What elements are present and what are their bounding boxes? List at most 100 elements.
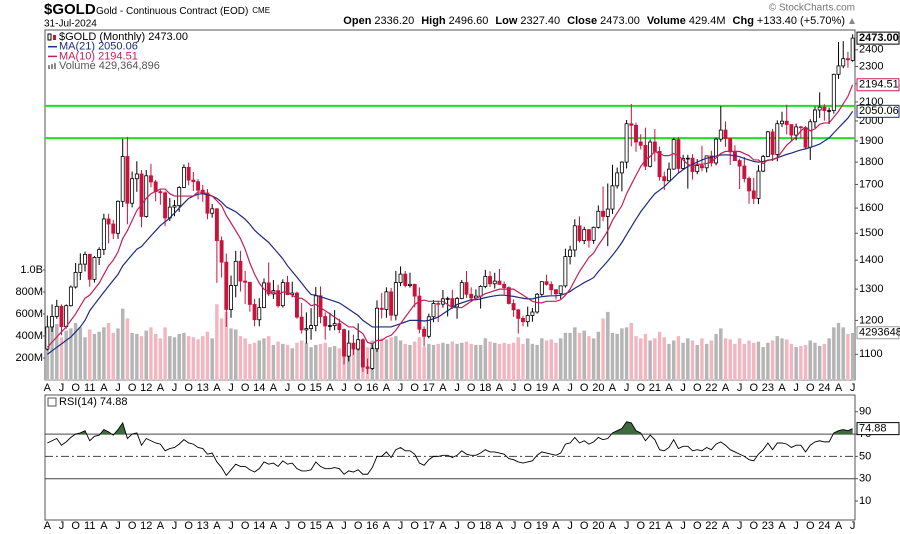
- legend-label: Volume: [59, 60, 96, 72]
- x-tick-label: O: [467, 520, 476, 532]
- volume-bar: [172, 336, 177, 381]
- candle-body: [619, 161, 624, 174]
- volume-bar: [290, 347, 295, 381]
- candle-body: [101, 218, 106, 250]
- volume-bar: [238, 335, 243, 381]
- volume-layer: 200M 400M 600M 800M 1.0B: [15, 264, 855, 381]
- volume-bar: [605, 311, 610, 381]
- y-tick-label: 30: [859, 473, 871, 485]
- volume-bar: [97, 331, 102, 381]
- legend-candle-icon: [47, 33, 52, 41]
- y-tick-label: 1400: [859, 254, 883, 266]
- x-tick-label: J: [624, 520, 630, 532]
- candle-body: [492, 280, 497, 285]
- volume-bar: [751, 342, 756, 381]
- candle-body: [525, 315, 530, 323]
- volume-bar: [115, 328, 121, 381]
- volume-bar: [153, 333, 158, 381]
- x-tick-label: A: [778, 382, 786, 394]
- ma-box-label: 2194.51: [859, 79, 899, 91]
- candle-body: [629, 123, 634, 126]
- volume-bar: [299, 340, 304, 381]
- quote-label: Close: [567, 15, 597, 27]
- candle-body: [601, 210, 606, 217]
- candle-body: [130, 178, 135, 204]
- candle-body: [158, 191, 163, 194]
- volume-bar: [582, 330, 587, 381]
- y-tick-label: 50: [859, 450, 871, 462]
- volume-bar: [572, 327, 577, 381]
- x-tick-label: 12: [140, 382, 152, 394]
- rsi-box-label-box: [856, 422, 900, 436]
- candle-body: [459, 282, 464, 299]
- candle-body: [139, 173, 144, 217]
- x-tick-label: J: [285, 382, 291, 394]
- candle-body: [111, 223, 116, 234]
- volume-bar: [784, 339, 789, 381]
- x-tick-label: O: [523, 382, 532, 394]
- candle-body: [219, 240, 224, 263]
- candle-body: [521, 318, 525, 323]
- x-tick-label: O: [128, 520, 137, 532]
- candle-body: [337, 323, 342, 330]
- volume-bar: [196, 339, 201, 381]
- volume-bar: [337, 347, 342, 381]
- legend-value: 2194.51: [98, 50, 138, 62]
- candle-body: [469, 293, 474, 299]
- candle-body: [516, 309, 521, 319]
- volume-bar: [125, 318, 130, 381]
- x-tick-label: J: [511, 382, 517, 394]
- x-tick-label: O: [410, 382, 419, 394]
- volume-bar: [549, 339, 554, 381]
- symbol: $GOLD: [44, 1, 96, 18]
- candle-body: [831, 73, 836, 111]
- candle-body: [243, 280, 248, 283]
- volume-box-label: 429364896: [859, 327, 900, 339]
- candle-body: [445, 298, 450, 300]
- candle-body: [765, 131, 770, 157]
- candle-body: [704, 155, 709, 169]
- quote-value: 2336.20: [374, 15, 414, 27]
- legend-candle-icon: [53, 35, 56, 40]
- candle-body: [186, 166, 191, 181]
- candle-body: [610, 185, 615, 210]
- volume-bar: [742, 343, 747, 381]
- candle-body: [685, 157, 690, 160]
- volume-bar: [643, 333, 648, 381]
- quote-label: Volume: [647, 15, 686, 27]
- x-tick-label: 22: [705, 382, 717, 394]
- volume-bar: [181, 332, 186, 381]
- volume-bar: [681, 342, 686, 381]
- candle-body: [850, 37, 855, 61]
- candle-body: [262, 282, 266, 308]
- volume-bar: [379, 338, 384, 381]
- candle-body: [808, 121, 813, 148]
- candle-body: [224, 261, 229, 310]
- x-tick-label: J: [115, 520, 121, 532]
- candle-body: [714, 138, 719, 164]
- candle-body: [342, 329, 346, 357]
- candle-body: [389, 291, 394, 316]
- x-tick-label: A: [439, 520, 447, 532]
- volume-bar: [520, 343, 526, 381]
- volume-bar: [558, 338, 563, 381]
- x-tick-label: O: [580, 382, 589, 394]
- candle-body: [426, 316, 431, 337]
- candle-body: [803, 127, 808, 148]
- volume-bar: [619, 328, 624, 381]
- x-tick-label: 13: [197, 520, 209, 532]
- candle-body: [54, 305, 59, 317]
- volume-bar: [624, 327, 629, 381]
- candle-body: [841, 58, 846, 67]
- volume-bar: [662, 336, 667, 381]
- volume-bar: [450, 341, 455, 381]
- x-tick-label: O: [806, 382, 815, 394]
- x-tick-label: 19: [536, 520, 548, 532]
- volume-bar: [101, 327, 106, 381]
- candle-body: [120, 156, 125, 202]
- candle-body: [751, 190, 756, 199]
- volume-bar: [111, 332, 116, 381]
- volume-bar: [812, 342, 818, 381]
- x-tick-label: 18: [479, 382, 491, 394]
